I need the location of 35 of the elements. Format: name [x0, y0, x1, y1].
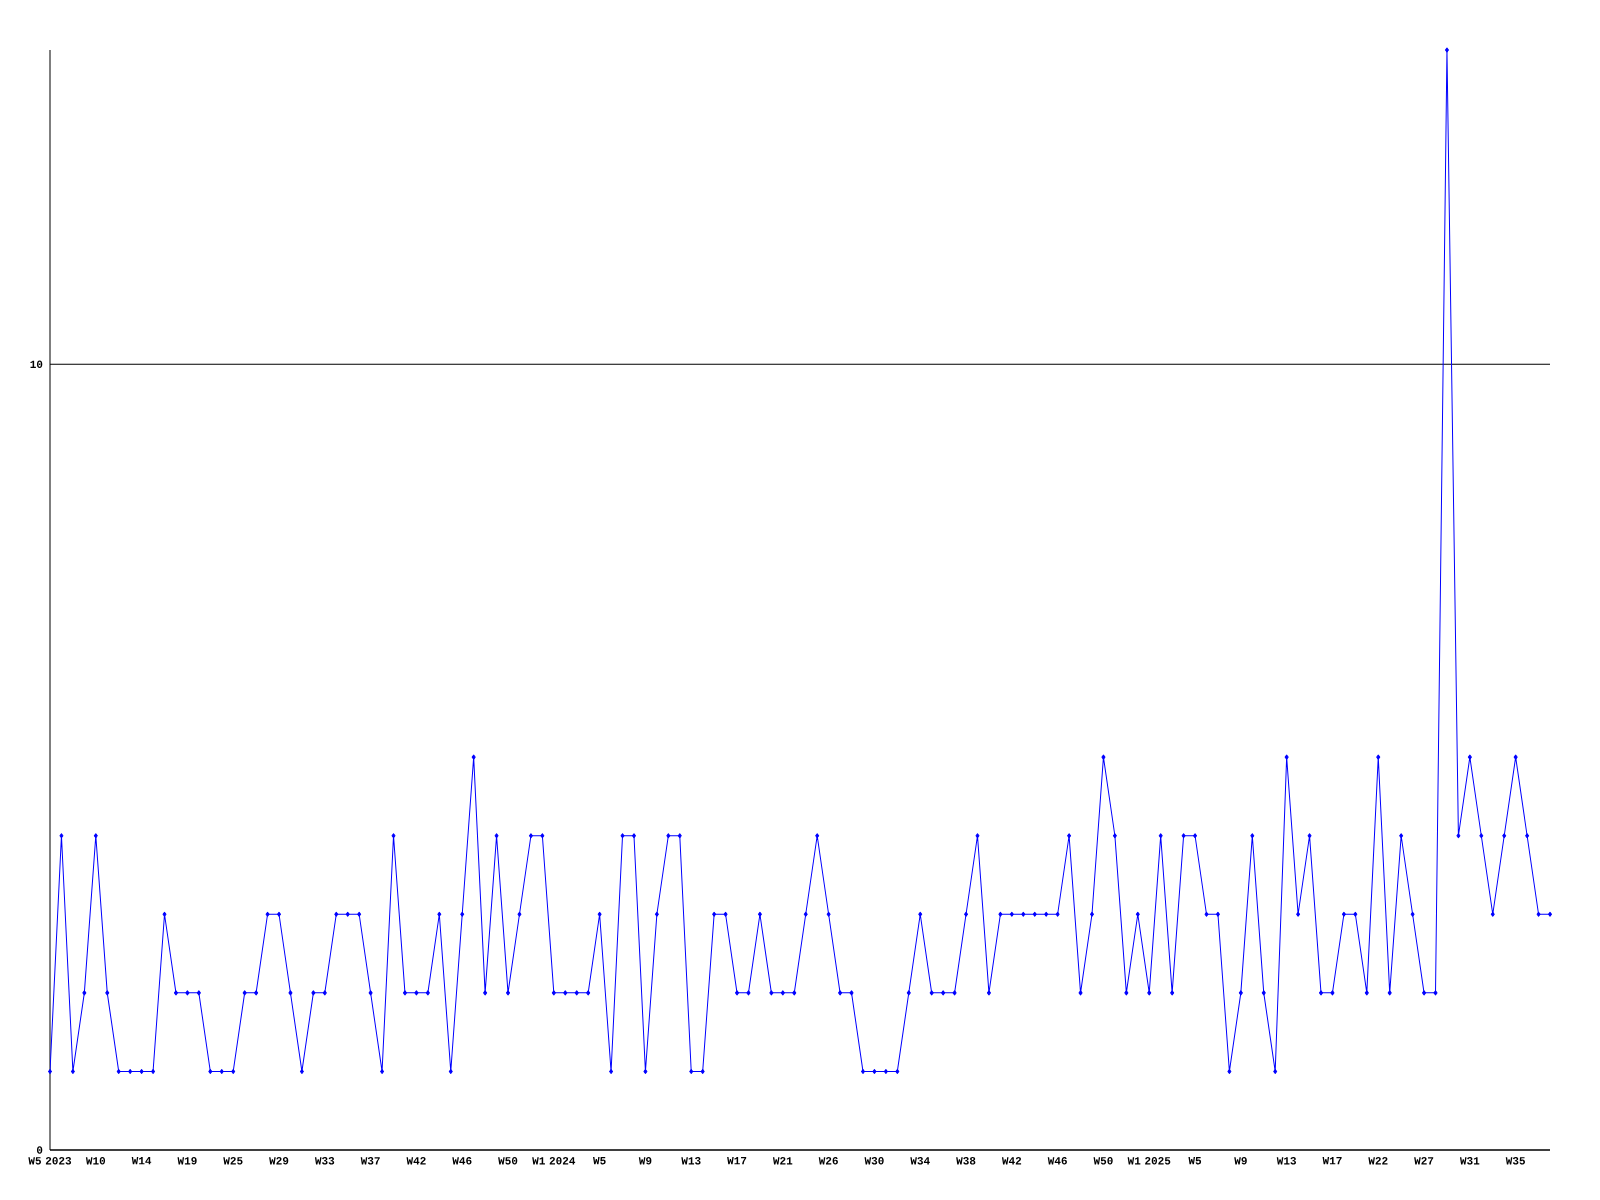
x-tick-label: W17 — [1322, 1157, 1342, 1165]
x-tick-label: W10 — [85, 1157, 106, 1165]
x-tick-label: W42 — [406, 1157, 426, 1165]
x-tick-label: W50 — [498, 1157, 518, 1165]
x-tick-label: W5 — [593, 1157, 606, 1165]
x-tick-label: W1 2025 — [1127, 1157, 1171, 1165]
x-tick-label: W26 — [818, 1157, 838, 1165]
x-tick-label: W21 — [772, 1157, 793, 1165]
x-tick-label: W46 — [1047, 1157, 1067, 1165]
x-tick-label: W22 — [1368, 1157, 1388, 1165]
x-tick-label: W19 — [177, 1157, 197, 1165]
x-tick-label: W29 — [269, 1157, 289, 1165]
x-tick-label: W42 — [1001, 1157, 1022, 1165]
x-tick-label: W34 — [910, 1157, 930, 1165]
y-tick-label: 10 — [30, 360, 43, 368]
x-tick-label: W17 — [727, 1157, 747, 1165]
x-tick-label: W38 — [956, 1157, 976, 1165]
x-tick-label: W46 — [452, 1157, 472, 1165]
x-tick-label: W5 — [1188, 1157, 1202, 1165]
x-tick-label: W5 2023 — [28, 1157, 72, 1165]
x-tick-label: W1 2024 — [532, 1157, 576, 1165]
x-tick-label: W33 — [314, 1157, 335, 1165]
x-tick-label: W13 — [681, 1157, 701, 1165]
x-tick-label: W27 — [1414, 1157, 1434, 1165]
x-tick-label: W50 — [1093, 1157, 1113, 1165]
x-tick-label: W14 — [131, 1157, 152, 1165]
x-tick-label: W31 — [1459, 1157, 1480, 1165]
x-tick-label: W25 — [223, 1157, 243, 1165]
x-tick-label: W35 — [1505, 1157, 1525, 1165]
x-tick-label: W37 — [360, 1157, 380, 1165]
y-tick-label: 0 — [36, 1146, 43, 1154]
x-tick-label: W13 — [1276, 1157, 1297, 1165]
x-tick-label: W9 — [1234, 1157, 1247, 1165]
x-tick-label: W30 — [864, 1157, 884, 1165]
x-tick-label: W9 — [638, 1157, 652, 1165]
